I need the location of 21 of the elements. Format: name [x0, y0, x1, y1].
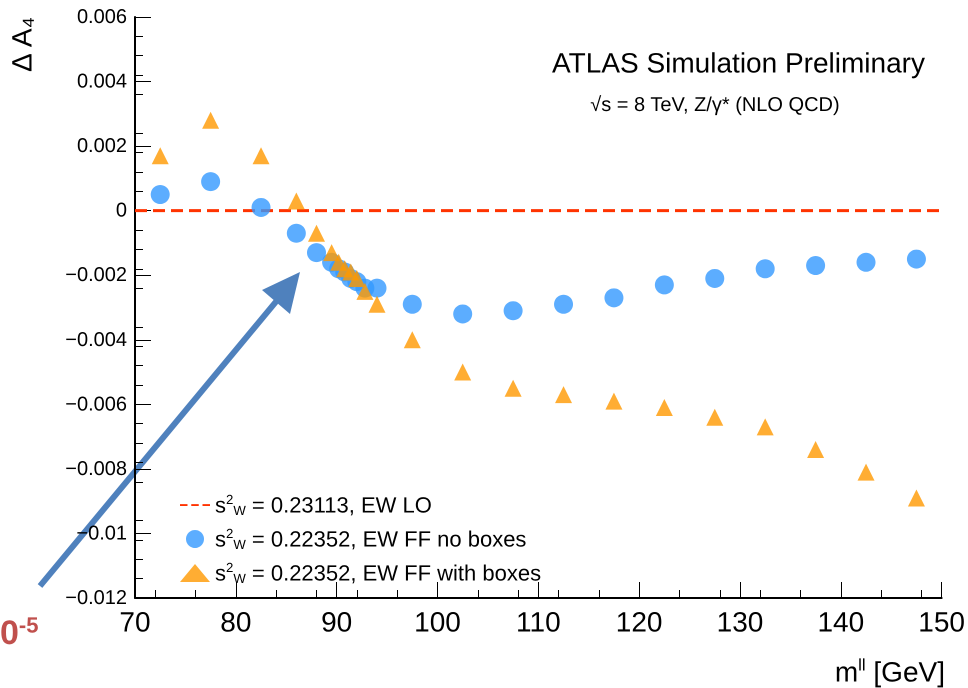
x-tick-label: 100 [414, 606, 461, 638]
x-tick-label: 110 [516, 606, 561, 638]
y-tick-label: 0.006 [76, 6, 127, 28]
y-tick-label: 0 [116, 200, 127, 222]
y-tick-label: −0.002 [65, 264, 127, 286]
text: ATLAS Simulation Preliminary [552, 48, 926, 78]
y-tick-label: −0.008 [65, 458, 127, 480]
x-tick-label: 80 [220, 606, 252, 638]
y-tick-label: −0.004 [65, 328, 127, 351]
y-axis-title: Δ A₄ [6, 17, 38, 72]
x-tick-label: 150 [918, 606, 965, 638]
y-tick-label: −0.006 [65, 393, 127, 416]
y-tick-label: 0.002 [76, 135, 127, 158]
x-tick-label: 90 [321, 606, 352, 638]
text: √s = 8 TeV, Z/γ* (NLO QCD) [590, 94, 840, 116]
x-tick-label: 140 [817, 606, 864, 638]
y-tick-label: −0.012 [65, 587, 127, 609]
x-tick-label: 120 [616, 606, 663, 638]
y-tick-label: 0.004 [76, 70, 127, 93]
x-tick-label: 130 [716, 606, 764, 638]
x-tick-label: 70 [119, 606, 151, 638]
